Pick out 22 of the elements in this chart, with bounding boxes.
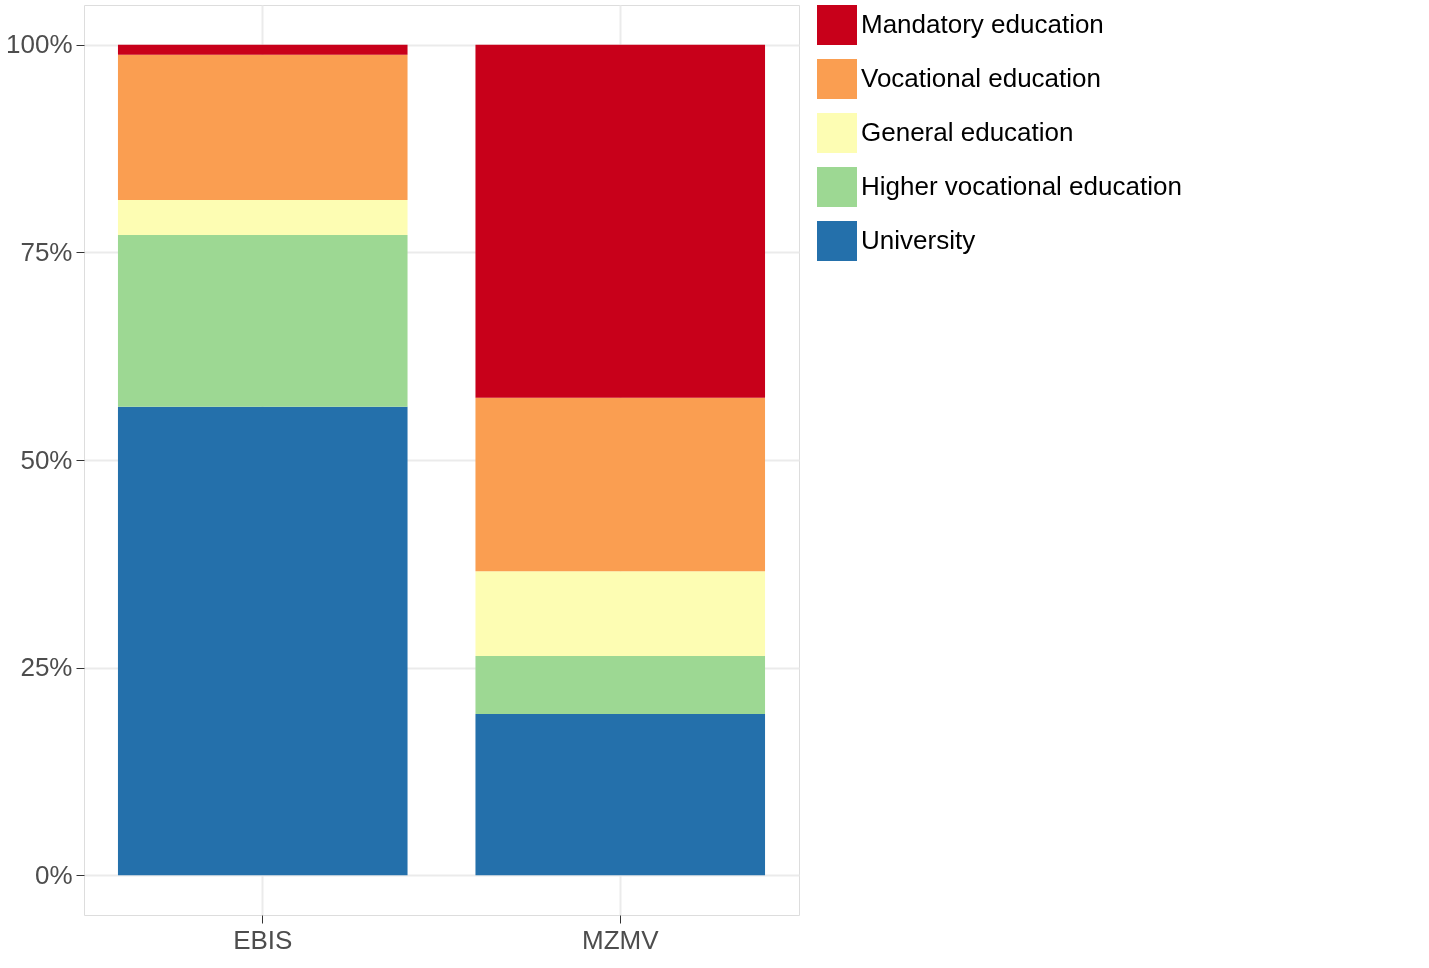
bar (475, 655, 766, 715)
legend-label: Vocational education (861, 63, 1101, 93)
y-tick-label: 100% (6, 29, 73, 60)
bar (117, 54, 408, 201)
y-tick-label: 50% (20, 444, 73, 475)
legend-label: University (861, 225, 976, 255)
legend-label: General education (861, 117, 1074, 147)
bar (475, 571, 766, 656)
legend-label: Mandatory education (861, 9, 1104, 39)
bar (475, 714, 766, 876)
bar (117, 406, 408, 876)
bar (117, 44, 408, 55)
y-tick-label: 75% (20, 236, 73, 267)
bar (117, 200, 408, 235)
bar (117, 234, 408, 407)
legend-label: Higher vocational education (861, 171, 1182, 201)
x-tick-label: EBIS (233, 924, 293, 955)
y-tick-label: 25% (20, 652, 73, 683)
bar (475, 397, 766, 572)
y-tick-label: 0% (34, 859, 73, 890)
x-tick-label: MZMV (581, 924, 660, 955)
bar (475, 44, 766, 398)
